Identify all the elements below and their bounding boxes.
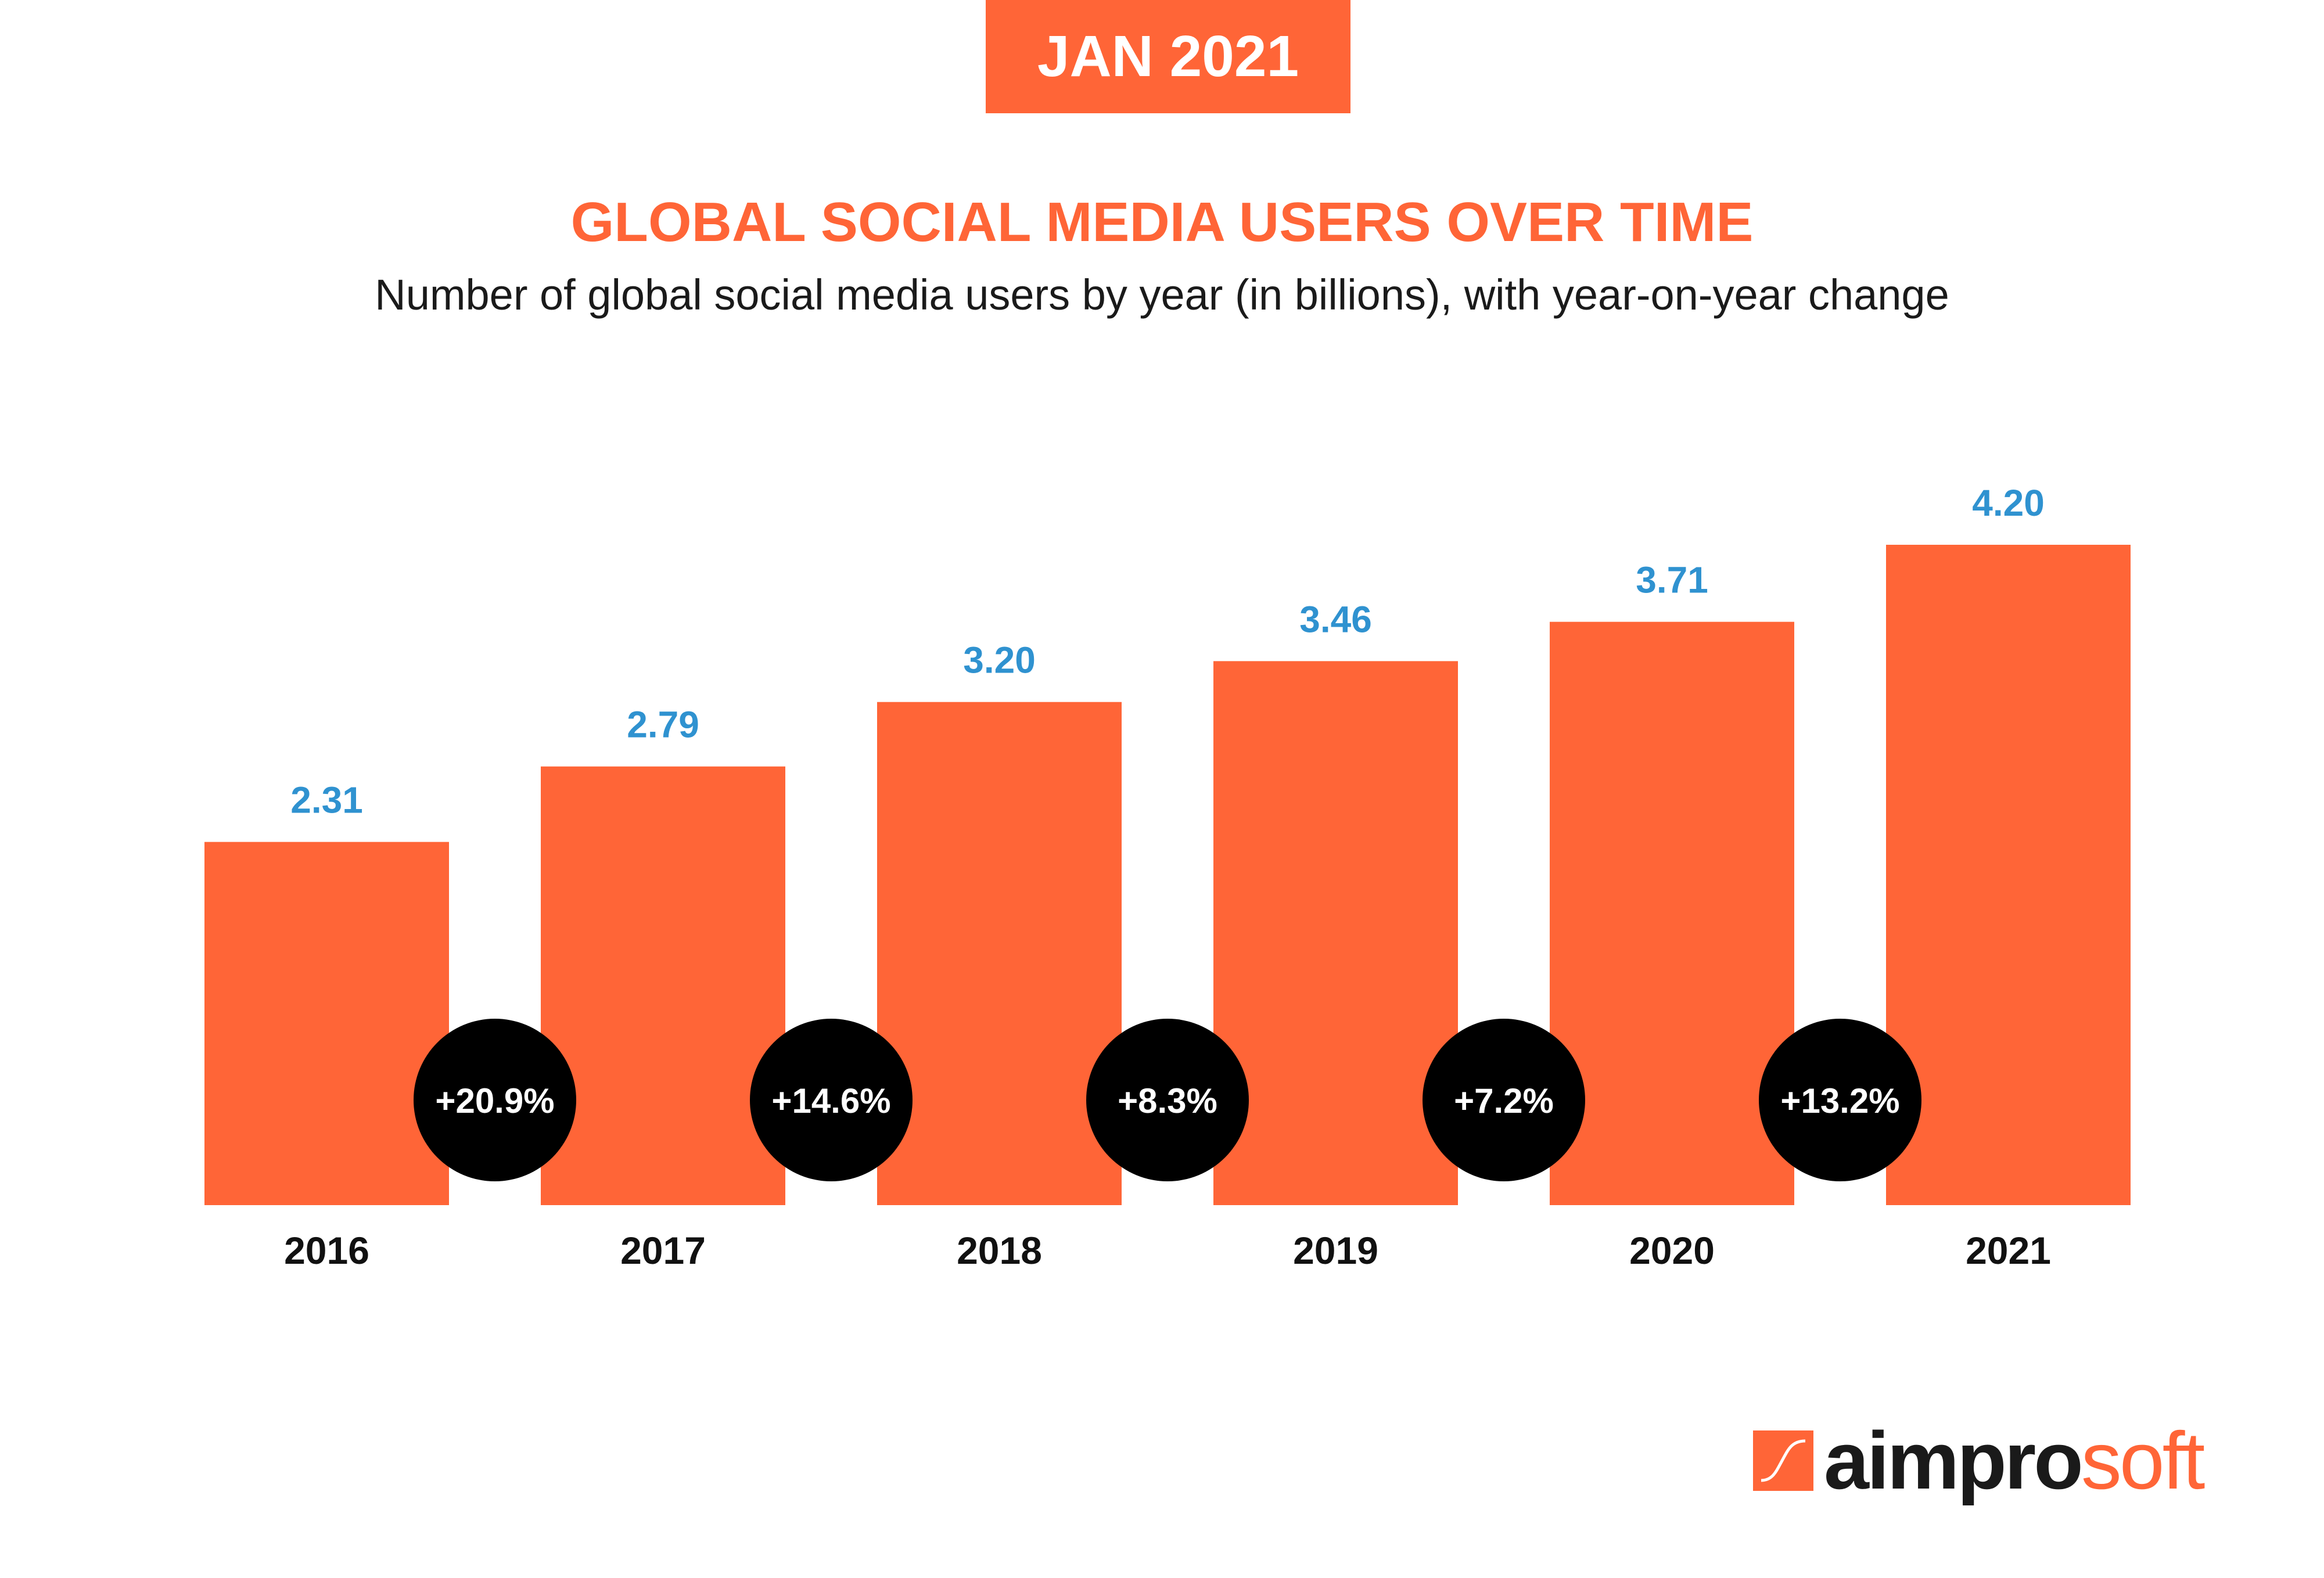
category-label-2019: 2019	[1293, 1229, 1378, 1272]
aimprosoft-logo: aimprosoft	[1753, 1415, 2206, 1506]
category-label-2020: 2020	[1629, 1229, 1715, 1272]
value-labels-layer: 2.31 2.79 3.20 3.46 3.71 4.20	[290, 482, 2045, 821]
bar-2020	[1550, 621, 1794, 1205]
value-label-2017: 2.79	[627, 704, 699, 746]
change-bubble-circle	[1086, 1019, 1249, 1181]
bar-2016	[204, 842, 449, 1205]
change-bubble-2019: +8.3%	[1086, 1019, 1249, 1181]
category-label-2018: 2018	[957, 1229, 1042, 1272]
bar-2018	[877, 702, 1122, 1205]
change-bubble-2017: +20.9%	[414, 1019, 576, 1181]
logo-text-dark: aimpro	[1824, 1415, 2084, 1506]
bar-2017	[541, 766, 785, 1205]
category-label-2016: 2016	[284, 1229, 369, 1272]
change-bubble-circle	[414, 1019, 576, 1181]
bar-2019	[1213, 661, 1458, 1205]
change-bubble-2020: +7.2%	[1423, 1019, 1585, 1181]
value-label-2018: 3.20	[963, 639, 1036, 681]
change-bubble-circle	[1759, 1019, 1921, 1181]
category-label-2017: 2017	[620, 1229, 706, 1272]
change-bubble-2018: +14.6%	[750, 1019, 913, 1181]
chart-subtitle: Number of global social media users by y…	[375, 271, 1949, 319]
value-label-2019: 3.46	[1299, 598, 1372, 640]
category-labels-layer: 2016 2017 2018 2019 2020 2021	[284, 1229, 2051, 1272]
bar-2021	[1886, 545, 2131, 1205]
change-label-2018: +14.6%	[771, 1081, 890, 1120]
value-label-2020: 3.71	[1636, 559, 1708, 601]
change-bubble-2021: +13.2%	[1759, 1019, 1921, 1181]
change-bubbles-layer: +20.9% +14.6% +8.3% +7.2% +13.2%	[414, 1019, 1921, 1181]
aimprosoft-curve-icon	[1753, 1430, 1813, 1491]
value-label-2016: 2.31	[290, 779, 363, 821]
logo-wordmark: aimprosoft	[1824, 1415, 2206, 1506]
bars-layer	[204, 545, 2131, 1205]
value-label-2021: 4.20	[1972, 482, 2045, 524]
change-label-2017: +20.9%	[435, 1081, 554, 1120]
change-label-2020: +7.2%	[1454, 1081, 1554, 1120]
chart-title: GLOBAL SOCIAL MEDIA USERS OVER TIME	[570, 191, 1754, 253]
category-label-2021: 2021	[1966, 1229, 2051, 1272]
date-badge: JAN 2021	[986, 0, 1350, 113]
change-label-2021: +13.2%	[1780, 1081, 1899, 1120]
logo-text-accent: soft	[2081, 1415, 2206, 1506]
change-bubble-circle	[1423, 1019, 1585, 1181]
change-bubble-circle	[750, 1019, 913, 1181]
change-label-2019: +8.3%	[1118, 1081, 1217, 1120]
